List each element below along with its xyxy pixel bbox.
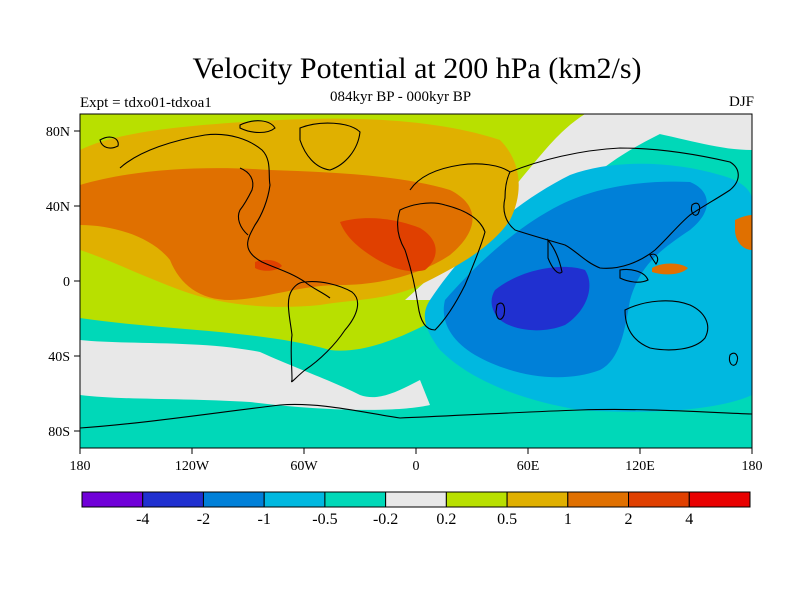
velocity-potential-field xyxy=(80,114,752,448)
colorbar-swatch xyxy=(263,491,326,508)
lat-tick-label: 0 xyxy=(63,275,70,290)
lon-axis: 180 120W 60W 0 60E 120E 180 xyxy=(70,448,763,474)
coast-europe xyxy=(409,163,511,191)
colorbar-label: 0.2 xyxy=(436,511,456,528)
experiment-label: Expt = tdxo01-tdxoa1 xyxy=(80,95,212,111)
coast-india xyxy=(547,238,563,274)
coast-asia xyxy=(503,147,739,269)
colorbar-label: -0.2 xyxy=(373,511,398,528)
lat-axis: 80N 40N 0 40S 80S xyxy=(46,125,80,440)
colorbar-label: 4 xyxy=(685,511,693,528)
coast-north-america xyxy=(119,133,331,299)
coast-philippines xyxy=(649,253,659,265)
colorbar-label: -4 xyxy=(136,511,149,528)
colorbar-label: -0.5 xyxy=(312,511,337,528)
coast-australia xyxy=(624,300,709,351)
chart-subtitle: 084kyr BP - 000kyr BP xyxy=(330,89,472,105)
coast-madagascar xyxy=(495,302,506,320)
field-zone-grey-south-pacific xyxy=(80,340,430,410)
colorbar-swatch xyxy=(628,491,690,508)
colorbar-swatch xyxy=(506,491,569,508)
colorbar-swatch xyxy=(324,491,387,508)
lon-tick-label: 180 xyxy=(70,459,91,474)
season-label: DJF xyxy=(728,94,754,110)
lon-tick-label: 60W xyxy=(290,459,318,474)
field-core-positive-atlantic xyxy=(340,218,436,272)
coast-antarctica xyxy=(80,403,752,429)
colorbar-swatch xyxy=(688,491,751,508)
field-region-positive-strong xyxy=(80,168,473,300)
chart-title: Velocity Potential at 200 hPa (km2/s) xyxy=(192,52,642,85)
lon-tick-label: 120E xyxy=(625,459,655,474)
coast-new-zealand xyxy=(728,352,738,366)
colorbar-label: -2 xyxy=(197,511,210,528)
colorbar-label: 0.5 xyxy=(497,511,517,528)
coast-africa xyxy=(396,202,486,331)
coast-japan xyxy=(690,202,701,216)
coast-south-america xyxy=(287,281,359,383)
coastlines xyxy=(80,120,752,429)
field-core-strong-negative xyxy=(491,266,590,331)
field-zone-grey-arctic xyxy=(620,114,752,150)
colorbar-swatch xyxy=(445,491,508,508)
field-patch-positive-east-edge xyxy=(735,215,752,250)
lat-tick-label: 80N xyxy=(46,125,70,140)
coast-hudson xyxy=(237,167,254,236)
colorbar-swatch xyxy=(202,491,265,508)
lon-tick-label: 60E xyxy=(517,459,540,474)
coast-arctic-islands xyxy=(239,120,276,134)
colorbar-label: -1 xyxy=(258,511,271,528)
field-patch-positive-pacific xyxy=(652,263,688,275)
colorbar-swatch xyxy=(142,491,204,508)
coast-indonesia xyxy=(619,268,649,283)
lat-tick-label: 80S xyxy=(48,425,70,440)
colorbar-label: 1 xyxy=(564,511,572,528)
lat-tick-label: 40S xyxy=(48,350,70,365)
lon-tick-label: 0 xyxy=(413,459,420,474)
colorbar: -4 -2 -1 -0.5 -0.2 0.2 0.5 1 2 4 xyxy=(81,491,751,528)
colorbar-label: 2 xyxy=(625,511,633,528)
coast-alaska-tip xyxy=(99,136,119,149)
colorbar-swatch xyxy=(567,491,630,508)
colorbar-swatch xyxy=(385,491,447,508)
coast-greenland xyxy=(299,122,361,171)
lon-tick-label: 180 xyxy=(742,459,763,474)
colorbar-swatch xyxy=(81,491,144,508)
lat-tick-label: 40N xyxy=(46,200,70,215)
lon-tick-label: 120W xyxy=(175,459,210,474)
